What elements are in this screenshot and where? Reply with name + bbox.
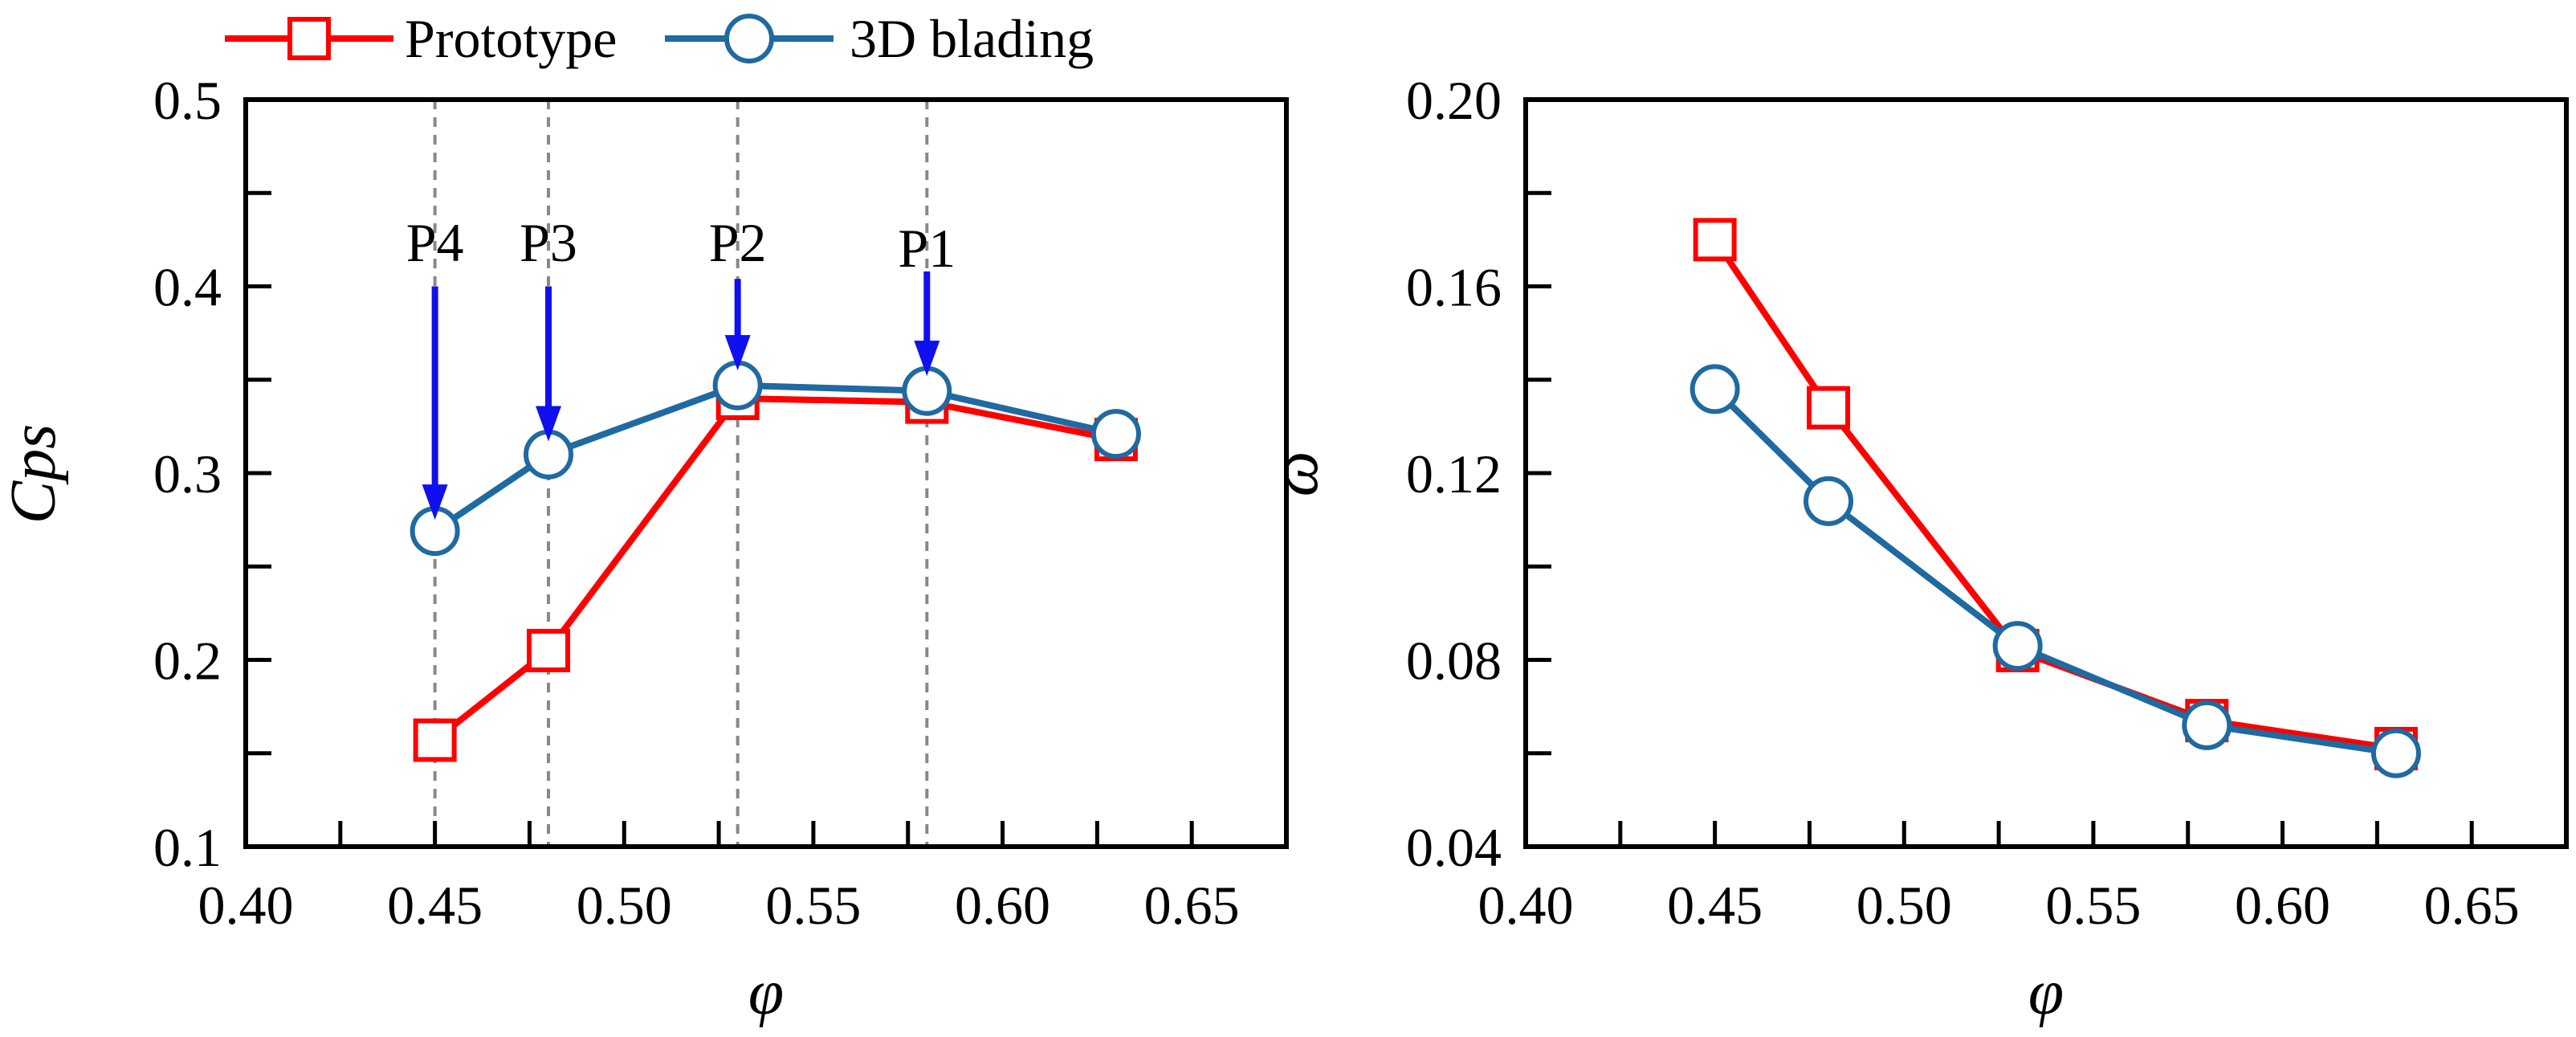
data-point-prototype (1807, 386, 1851, 430)
tick-marks (1526, 190, 2474, 847)
legend-label-3d-blading: 3D blading (850, 8, 1094, 69)
x-tick-label: 0.40 (198, 875, 294, 936)
annotation-label: P2 (709, 212, 767, 273)
legend-label-prototype: Prototype (405, 8, 617, 69)
data-point-3d-blading (1804, 476, 1854, 526)
annotation-arrow-head (914, 341, 940, 377)
data-series (1689, 218, 2421, 778)
x-tick-label: 0.40 (1478, 875, 1574, 936)
omega-chart-panel: 0.40 0.45 0.50 0.55 0.60 0.65 0.04 0.08 0.12 0.16… (1261, 70, 2569, 1028)
x-tick-label: 0.55 (765, 875, 861, 936)
legend: Prototype 3D blading (225, 8, 1094, 69)
data-point-prototype (1693, 218, 1737, 262)
y-tick-label: 0.16 (1406, 257, 1502, 318)
tick-labels: 0.40 0.45 0.50 0.55 0.60 0.65 0.1 0.2 0.3 0.4 0.5 (153, 70, 1240, 936)
data-point-3d-blading (2182, 700, 2232, 750)
x-tick-label: 0.65 (1144, 875, 1240, 936)
annotation-label: P3 (520, 212, 577, 273)
tick-marks (246, 190, 1194, 847)
data-point-3d-blading (2370, 728, 2421, 778)
y-axis-label: ω (1261, 451, 1331, 496)
y-tick-label: 0.3 (153, 443, 222, 504)
y-tick-label: 0.12 (1406, 443, 1502, 504)
data-point-3d-blading (1090, 409, 1141, 459)
legend-marker-3d-blading (724, 14, 774, 63)
data-point-prototype (527, 628, 571, 672)
annotation-arrow-head (724, 335, 751, 371)
y-tick-label: 0.2 (153, 631, 222, 692)
legend-entry-3d-blading: 3D blading (665, 8, 1094, 69)
series-line-3d-blading (1712, 386, 2397, 757)
annotation-arrow-head (536, 406, 562, 442)
data-series (410, 360, 1141, 762)
tick-labels: 0.40 0.45 0.50 0.55 0.60 0.65 0.04 0.08 0.12 0.16… (1406, 70, 2520, 936)
data-point-3d-blading (1992, 621, 2043, 672)
y-tick-label: 0.08 (1406, 631, 1502, 692)
legend-marker-prototype (287, 17, 331, 60)
legend-entry-prototype: Prototype (225, 8, 617, 69)
x-tick-label: 0.60 (2235, 875, 2330, 936)
annotation-label: P4 (406, 212, 464, 273)
x-axis-label: φ (748, 957, 784, 1028)
annotation-arrow-head (422, 484, 448, 521)
y-tick-label: 0.20 (1406, 70, 1502, 131)
annotation-label: P1 (898, 218, 956, 279)
x-tick-label: 0.55 (2045, 875, 2141, 936)
data-point-prototype (413, 718, 457, 762)
point-annotations: P4 P3 P2 P1 (406, 212, 956, 521)
y-tick-label: 0.04 (1406, 817, 1502, 878)
x-tick-label: 0.45 (1667, 875, 1763, 936)
x-tick-label: 0.50 (577, 875, 672, 936)
y-tick-label: 0.1 (153, 817, 222, 878)
data-point-3d-blading (1689, 364, 1740, 414)
y-axis-label: Cps (0, 424, 69, 525)
x-axis-label: φ (2028, 957, 2064, 1028)
y-tick-label: 0.4 (153, 257, 222, 318)
cps-chart-panel: 0.40 0.45 0.50 0.55 0.60 0.650.10.20.30.40.5 … (0, 70, 1289, 1028)
x-tick-label: 0.60 (955, 875, 1050, 936)
x-tick-label: 0.50 (1857, 875, 1952, 936)
x-tick-label: 0.45 (387, 875, 483, 936)
y-tick-label: 0.5 (153, 70, 222, 131)
x-tick-label: 0.65 (2424, 875, 2520, 936)
